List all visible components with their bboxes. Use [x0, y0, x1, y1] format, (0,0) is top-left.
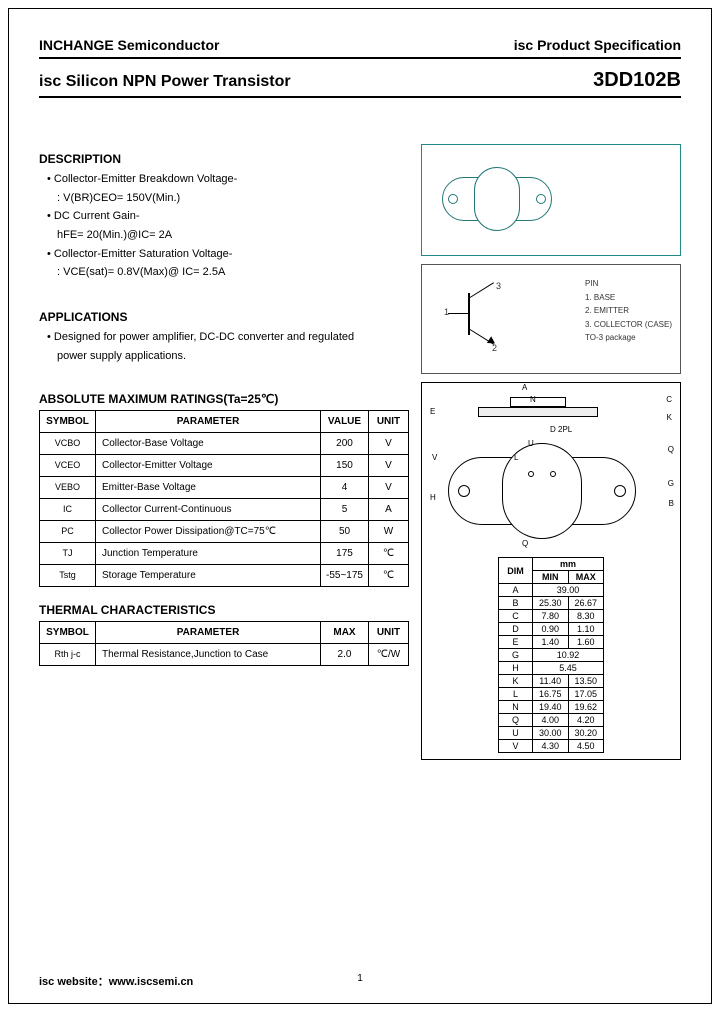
npn-symbol-icon: 123 — [444, 283, 524, 353]
to3-icon — [442, 159, 552, 239]
application-item: Designed for power amplifier, DC-DC conv… — [47, 328, 409, 347]
col-min: MIN — [532, 571, 568, 584]
dimension-box: A N C E K D 2PL U L V Q G B H Q — [421, 382, 681, 760]
table-row: D0.901.10 — [498, 623, 603, 636]
applications-heading: APPLICATIONS — [39, 310, 409, 324]
table-row: Q4.004.20 — [498, 714, 603, 727]
table-row: VCEOCollector-Emitter Voltage150V — [40, 454, 409, 476]
application-cont: power supply applications. — [47, 347, 409, 366]
description-list: Collector-Emitter Breakdown Voltage-: V(… — [39, 170, 409, 282]
ratings-table: SYMBOL PARAMETER VALUE UNIT VCBOCollecto… — [39, 410, 409, 587]
schematic-symbol: 123 PIN 1. BASE 2. EMITTER 3. COLLECTOR … — [421, 264, 681, 374]
ratings-heading: ABSOLUTE MAXIMUM RATINGS(Ta=25℃) — [39, 392, 409, 406]
col-dim: DIM — [498, 558, 532, 584]
dimension-drawing: A N C E K D 2PL U L V Q G B H Q — [422, 383, 680, 553]
thermal-heading: THERMAL CHARACTERISTICS — [39, 603, 409, 617]
pin-1: 1. BASE — [585, 291, 672, 305]
col-unit: UNIT — [369, 410, 409, 432]
package-outline — [421, 144, 681, 256]
pin-3: 3. COLLECTOR (CASE) — [585, 318, 672, 332]
table-row: G10.92 — [498, 649, 603, 662]
table-row: L16.7517.05 — [498, 688, 603, 701]
table-row: ICCollector Current-Continuous5A — [40, 498, 409, 520]
description-sub: hFE= 20(Min.)@IC= 2A — [47, 226, 409, 245]
table-row: VCBOCollector-Base Voltage200V — [40, 432, 409, 454]
col-unit: UNIT — [369, 621, 409, 643]
table-row: H5.45 — [498, 662, 603, 675]
table-row: K11.4013.50 — [498, 675, 603, 688]
col-max: MAX — [321, 621, 369, 643]
pin-legend-title: PIN — [585, 277, 672, 291]
description-item: Collector-Emitter Saturation Voltage- — [47, 245, 409, 264]
table-row: Rth j-cThermal Resistance,Junction to Ca… — [40, 643, 409, 665]
title-row: isc Silicon NPN Power Transistor 3DD102B — [39, 69, 681, 92]
body-columns: DESCRIPTION Collector-Emitter Breakdown … — [39, 138, 681, 760]
thermal-table: SYMBOL PARAMETER MAX UNIT Rth j-cThermal… — [39, 621, 409, 666]
description-sub: : V(BR)CEO= 150V(Min.) — [47, 189, 409, 208]
table-row: C7.808.30 — [498, 610, 603, 623]
col-symbol: SYMBOL — [40, 621, 96, 643]
pin-pkg: TO-3 package — [585, 331, 672, 345]
description-sub: : VCE(sat)= 0.8V(Max)@ IC= 2.5A — [47, 263, 409, 282]
applications-text: Designed for power amplifier, DC-DC conv… — [39, 328, 409, 365]
table-row: PCCollector Power Dissipation@TC=75℃50W — [40, 520, 409, 542]
left-column: DESCRIPTION Collector-Emitter Breakdown … — [39, 138, 409, 760]
product-type: isc Silicon NPN Power Transistor — [39, 73, 291, 91]
company-name: INCHANGE Semiconductor — [39, 37, 219, 53]
col-value: VALUE — [321, 410, 369, 432]
divider — [39, 57, 681, 59]
table-row: U30.0030.20 — [498, 727, 603, 740]
col-param: PARAMETER — [96, 410, 321, 432]
table-row: TJJunction Temperature175℃ — [40, 542, 409, 564]
page-header: INCHANGE Semiconductor isc Product Speci… — [39, 37, 681, 53]
col-param: PARAMETER — [96, 621, 321, 643]
description-item: DC Current Gain- — [47, 207, 409, 226]
spec-label: isc Product Specification — [514, 37, 681, 53]
table-row: TstgStorage Temperature-55~175℃ — [40, 564, 409, 586]
description-heading: DESCRIPTION — [39, 152, 409, 166]
part-number: 3DD102B — [593, 69, 681, 92]
unit-header: mm — [532, 558, 603, 571]
page-number: 1 — [357, 973, 363, 984]
divider — [39, 96, 681, 98]
table-row: B25.3026.67 — [498, 597, 603, 610]
dimensions-table: DIM mm MIN MAX A39.00B25.3026.67C7.808.3… — [498, 557, 604, 753]
website: isc website：www.iscsemi.cn — [39, 973, 193, 989]
right-column: 123 PIN 1. BASE 2. EMITTER 3. COLLECTOR … — [421, 138, 681, 760]
table-row: N19.4019.62 — [498, 701, 603, 714]
table-row: VEBOEmitter-Base Voltage4V — [40, 476, 409, 498]
table-row: V4.304.50 — [498, 740, 603, 753]
col-max: MAX — [568, 571, 604, 584]
col-symbol: SYMBOL — [40, 410, 96, 432]
page-footer: isc website：www.iscsemi.cn 1 — [39, 973, 681, 989]
pin-2: 2. EMITTER — [585, 304, 672, 318]
pin-legend: PIN 1. BASE 2. EMITTER 3. COLLECTOR (CAS… — [585, 277, 672, 345]
datasheet-page: INCHANGE Semiconductor isc Product Speci… — [8, 8, 712, 1004]
table-row: E1.401.60 — [498, 636, 603, 649]
description-item: Collector-Emitter Breakdown Voltage- — [47, 170, 409, 189]
table-row: A39.00 — [498, 584, 603, 597]
